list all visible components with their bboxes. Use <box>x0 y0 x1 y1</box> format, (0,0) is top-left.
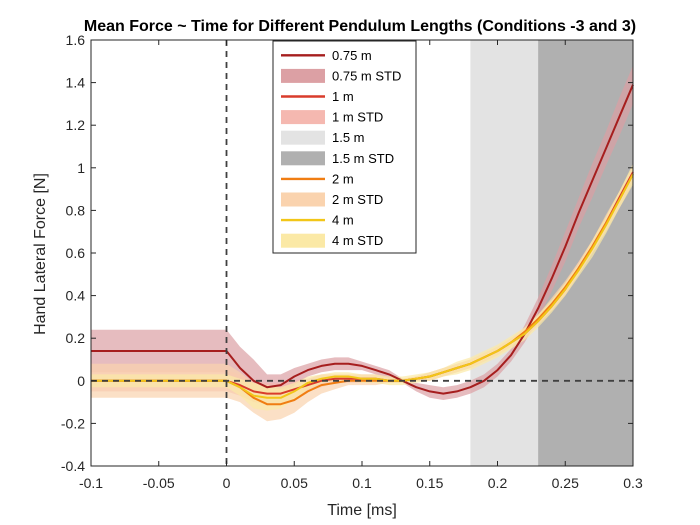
legend-swatch-1-5-m-std <box>281 151 325 166</box>
legend-label-1-5-m: 1.5 m <box>332 130 365 145</box>
x-tick-label: 0.05 <box>281 475 308 491</box>
x-tick-label: -0.05 <box>143 475 175 491</box>
x-axis-label: Time [ms] <box>327 502 397 519</box>
y-tick-label: 0 <box>77 373 85 389</box>
y-tick-label: 1 <box>77 160 85 176</box>
legend-label-2-m-std: 2 m STD <box>332 192 383 207</box>
y-tick-label: 0.8 <box>66 202 86 218</box>
legend-label-0-75-m: 0.75 m <box>332 48 372 63</box>
legend-swatch-2-m-std <box>281 192 325 207</box>
y-tick-label: 0.2 <box>66 330 86 346</box>
x-tick-label: 0 <box>223 475 231 491</box>
line-4-m <box>91 173 634 399</box>
y-tick-label: 1.4 <box>66 75 86 91</box>
legend: 0.75 m 0.75 m STD 1 m 1 m STD 1.5 m 1.5 m STD… <box>272 40 417 254</box>
band-2-m-std <box>91 165 633 422</box>
legend-swatch-1-5-m <box>281 130 325 145</box>
x-tick-label: 0.3 <box>623 475 643 491</box>
y-ticks: -0.4 -0.2 0 0.2 0.4 0.6 0.8 1 1.2 1.4 1.6 <box>61 32 633 474</box>
chart-title: Mean Force ~ Time for Different Pendulum… <box>84 18 636 35</box>
reference-lines <box>91 40 633 466</box>
legend-label-4-m: 4 m <box>332 213 354 228</box>
series-lines <box>91 84 634 406</box>
y-axis-label: Hand Lateral Force [N] <box>32 173 49 335</box>
line-0-75-m <box>91 84 634 395</box>
y-tick-label: -0.2 <box>61 415 85 431</box>
y-tick-label: 1.6 <box>66 32 86 48</box>
legend-swatch-1-m-std <box>281 110 325 125</box>
x-tick-label: 0.2 <box>488 475 508 491</box>
legend-label-1-m-std: 1 m STD <box>332 110 383 125</box>
x-ticks: -0.1 -0.05 0 0.05 0.1 0.15 0.2 0.25 0.3 <box>79 40 643 491</box>
y-tick-label: 0.4 <box>66 288 86 304</box>
x-tick-label: 0.1 <box>352 475 372 491</box>
x-tick-label: -0.1 <box>79 475 103 491</box>
legend-label-1-5-m-std: 1.5 m STD <box>332 151 394 166</box>
legend-label-1-m: 1 m <box>332 89 354 104</box>
shaded-regions <box>470 40 633 466</box>
legend-swatch-4-m-std <box>281 233 325 248</box>
legend-label-4-m-std: 4 m STD <box>332 233 383 248</box>
band-4-m-std <box>91 163 633 411</box>
y-tick-label: 1.2 <box>66 117 86 133</box>
y-tick-label: -0.4 <box>61 458 85 474</box>
x-tick-label: 0.25 <box>552 475 579 491</box>
x-tick-label: 0.15 <box>416 475 443 491</box>
legend-label-2-m: 2 m <box>332 171 354 186</box>
legend-label-0-75-m-std: 0.75 m STD <box>332 68 401 83</box>
y-tick-label: 0.6 <box>66 245 86 261</box>
legend-swatch-0-75-m-std <box>281 68 325 83</box>
